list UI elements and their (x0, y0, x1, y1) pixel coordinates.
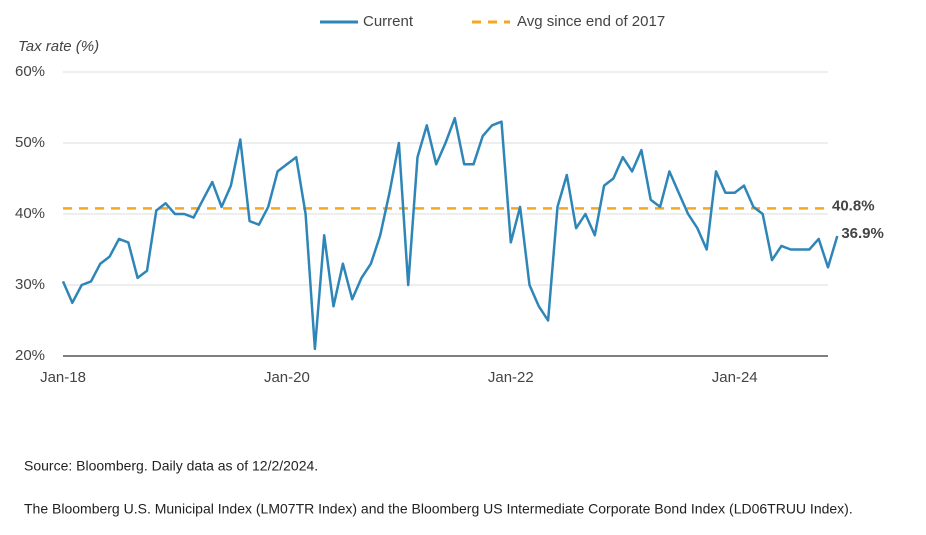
y-axis-label: Tax rate (%) (18, 38, 99, 55)
average-label: 40.8% (832, 197, 875, 214)
x-tick-label: Jan-20 (264, 369, 310, 386)
series-line (61, 116, 839, 351)
source-note: Source: Bloomberg. Daily data as of 12/2… (24, 458, 318, 474)
end-label: 36.9% (841, 225, 884, 242)
y-tick-label: 50% (15, 134, 45, 151)
index-note: The Bloomberg U.S. Municipal Index (LM07… (24, 501, 853, 517)
legend-label: Avg since end of 2017 (517, 13, 665, 30)
legend-label: Current (363, 13, 414, 30)
x-tick-label: Jan-24 (712, 369, 758, 386)
y-tick-label: 60% (15, 63, 45, 80)
y-tick-label: 40% (15, 205, 45, 222)
y-tick-label: 30% (15, 276, 45, 293)
x-tick-label: Jan-22 (488, 369, 534, 386)
x-tick-label: Jan-18 (40, 369, 86, 386)
y-tick-label: 20% (15, 347, 45, 364)
